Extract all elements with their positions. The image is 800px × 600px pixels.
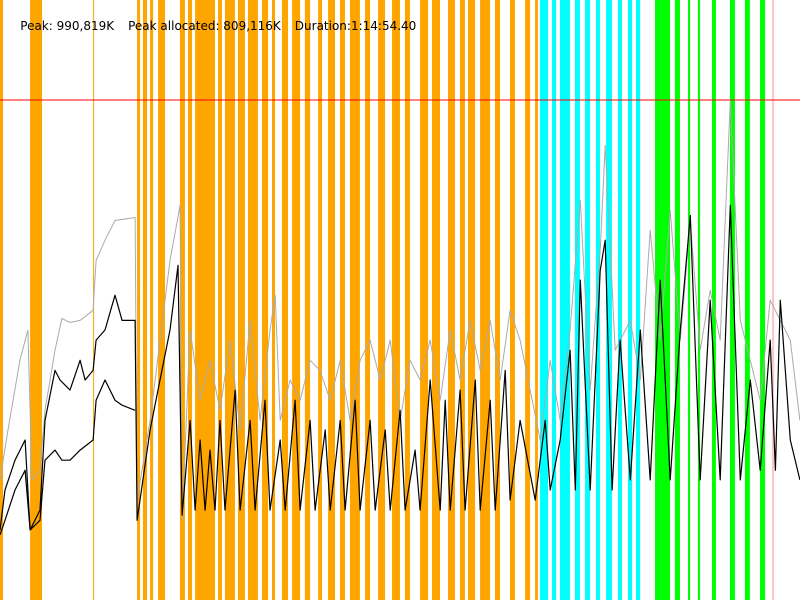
series-heap	[0, 99, 800, 521]
gc-band-orange	[304, 0, 311, 600]
gc-band-cyan	[595, 0, 601, 600]
gc-band-orange	[339, 0, 345, 600]
gc-band-green	[711, 0, 716, 600]
peak-label: Peak: 990,819K	[20, 19, 115, 33]
gc-band-green	[760, 0, 766, 600]
gc-band-cyan	[618, 0, 622, 600]
gc-band-orange	[292, 0, 301, 600]
gc-band-orange	[525, 0, 531, 600]
series-used_low	[0, 379, 136, 536]
gc-band-orange	[179, 0, 185, 600]
gc-band-orange	[404, 0, 410, 600]
gc-band-orange	[247, 0, 258, 600]
gc-band-cyan	[574, 0, 580, 600]
gc-band-orange	[480, 0, 491, 600]
gc-band-orange	[349, 0, 360, 600]
gc-band-orange	[391, 0, 400, 600]
gc-band-orange	[432, 0, 441, 600]
gc-band-orange	[218, 0, 222, 600]
gc-band-orange	[262, 0, 269, 600]
gc-band-orange	[142, 0, 148, 600]
gc-band-orange	[271, 0, 276, 600]
gc-band-orange	[467, 0, 476, 600]
gc-band-orange	[30, 0, 43, 600]
gc-band-green	[729, 0, 735, 600]
series-used	[0, 204, 800, 531]
gc-band-orange	[281, 0, 289, 600]
gc-band-orange	[158, 0, 166, 600]
gc-band-cyan	[635, 0, 641, 600]
gc-band-orange	[237, 0, 245, 600]
gc-band-orange	[378, 0, 386, 600]
gc-band-cyan	[540, 0, 549, 600]
gc-band-orange	[495, 0, 500, 600]
gc-band-orange	[150, 0, 154, 600]
gc-band-orange	[318, 0, 323, 600]
gc-band-orange	[224, 0, 235, 600]
gc-band-pink	[771, 0, 775, 600]
gc-band-green	[655, 0, 670, 600]
gc-band-cyan	[585, 0, 591, 600]
gc-band-orange	[365, 0, 371, 600]
gc-band-orange	[459, 0, 465, 600]
peak-allocated-label: Peak allocated: 809,116K	[128, 19, 281, 33]
gc-band-orange	[509, 0, 515, 600]
gc-band-orange	[328, 0, 335, 600]
gc-band-orange	[0, 0, 4, 600]
gc-band-orange	[420, 0, 429, 600]
gc-band-orange	[187, 0, 193, 600]
gc-band-green	[687, 0, 691, 600]
gc-band-cyan	[551, 0, 557, 600]
gc-band-green	[697, 0, 701, 600]
gc-band-green	[744, 0, 750, 600]
gc-band-orange	[448, 0, 455, 600]
gc-band-cyan	[606, 0, 612, 600]
duration-label: Duration:1:14:54.40	[294, 19, 417, 33]
gc-band-orange	[137, 0, 141, 600]
gc-band-cyan	[627, 0, 633, 600]
gc-band-cyan	[559, 0, 570, 600]
summary-header: Peak: 990,819K Peak allocated: 809,116K Du…	[5, 5, 430, 47]
gc-band-orange	[535, 0, 538, 600]
